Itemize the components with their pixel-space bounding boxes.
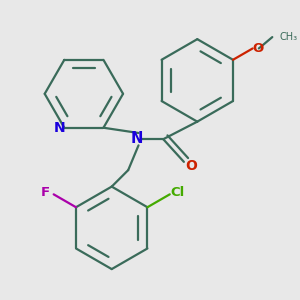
Text: O: O [253, 42, 264, 55]
Text: N: N [53, 121, 65, 135]
Text: Cl: Cl [171, 186, 185, 199]
Text: F: F [41, 186, 50, 199]
Text: CH₃: CH₃ [280, 32, 298, 42]
Text: O: O [185, 159, 197, 173]
Text: N: N [130, 130, 142, 146]
